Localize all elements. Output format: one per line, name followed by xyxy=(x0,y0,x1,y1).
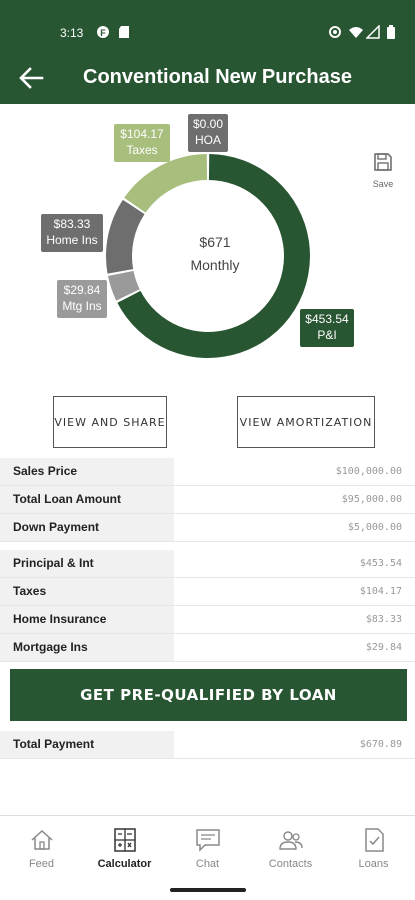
slice-label-hoa: $0.00 HOA xyxy=(188,114,228,152)
view-and-share-button[interactable]: VIEW AND SHARE xyxy=(53,396,167,448)
row-value: $670.89 xyxy=(359,739,402,750)
page-title: Conventional New Purchase xyxy=(83,66,352,88)
slice-value: $29.84 xyxy=(63,283,101,297)
slice-value: $0.00 xyxy=(192,117,224,131)
row-label: Principal & Int xyxy=(0,550,174,577)
wifi-icon xyxy=(349,27,363,38)
back-arrow-icon[interactable] xyxy=(18,66,44,90)
nav-label: Chat xyxy=(195,858,220,870)
contacts-icon xyxy=(278,831,303,850)
total-payment-table: Total Payment $670.89 xyxy=(0,731,415,759)
status-bar: 3:13 F xyxy=(0,0,415,52)
table-row: Principal & Int $453.54 xyxy=(0,550,415,578)
row-value: $453.54 xyxy=(359,558,402,569)
row-label: Home Insurance xyxy=(0,606,174,633)
save-button[interactable]: Save xyxy=(366,152,400,194)
nav-label: Calculator xyxy=(97,858,152,870)
row-value: $95,000.00 xyxy=(341,494,402,505)
donut-slice-home-ins xyxy=(106,199,145,274)
chat-icon xyxy=(195,829,220,852)
row-value: $83.33 xyxy=(365,614,402,625)
payment-breakdown-table: Principal & Int $453.54 Taxes $104.17 Ho… xyxy=(0,550,415,662)
nav-label: Loans xyxy=(358,858,389,870)
row-value: $29.84 xyxy=(365,642,402,653)
svg-text:F: F xyxy=(100,28,106,38)
slice-name: Taxes xyxy=(126,143,158,157)
nav-calculator[interactable]: Calculator xyxy=(83,816,166,882)
table-row: Sales Price $100,000.00 xyxy=(0,458,415,486)
home-icon xyxy=(30,829,53,850)
home-indicator xyxy=(170,888,246,892)
row-label: Mortgage Ins xyxy=(0,634,174,661)
slice-label-home-ins: $83.33 Home Ins xyxy=(41,214,103,252)
view-amortization-button[interactable]: VIEW AMORTIZATION xyxy=(237,396,375,448)
row-label: Down Payment xyxy=(0,514,174,541)
slice-label-pi: $453.54 P&I xyxy=(300,309,354,347)
donut-chart xyxy=(106,154,310,358)
nav-loans[interactable]: Loans xyxy=(332,816,415,882)
row-value: $5,000.00 xyxy=(347,522,402,533)
donut-slice-p-i xyxy=(117,154,310,358)
calculator-icon xyxy=(113,828,136,852)
slice-name: Home Ins xyxy=(46,233,98,247)
table-row: Home Insurance $83.33 xyxy=(0,606,415,634)
cellular-signal-icon xyxy=(366,25,380,39)
slice-label-mtg-ins: $29.84 Mtg Ins xyxy=(57,280,107,318)
slice-value: $104.17 xyxy=(120,127,164,141)
row-label: Sales Price xyxy=(0,458,174,485)
slice-name: HOA xyxy=(194,133,221,147)
payment-chart: $671 Monthly $0.00 HOA $104.17 Taxes $83… xyxy=(0,104,415,394)
slice-label-taxes: $104.17 Taxes xyxy=(114,124,170,162)
row-value: $104.17 xyxy=(359,586,402,597)
app-notification-icon: F xyxy=(97,26,109,38)
row-label: Total Payment xyxy=(0,731,174,758)
save-icon xyxy=(374,153,392,171)
table-row: Mortgage Ins $29.84 xyxy=(0,634,415,662)
app-bar: Conventional New Purchase xyxy=(0,52,415,104)
status-time: 3:13 xyxy=(60,26,84,40)
data-saver-icon xyxy=(329,26,341,38)
nav-feed[interactable]: Feed xyxy=(0,816,83,882)
slice-name: P&I xyxy=(317,328,337,342)
bottom-nav: Feed Calculator Chat Contacts Loans xyxy=(0,815,415,882)
row-label: Taxes xyxy=(0,578,174,605)
table-row: Down Payment $5,000.00 xyxy=(0,514,415,542)
loan-summary-table: Sales Price $100,000.00 Total Loan Amoun… xyxy=(0,458,415,542)
monthly-total-label: Monthly xyxy=(190,257,240,273)
slice-name: Mtg Ins xyxy=(62,299,102,313)
slice-value: $453.54 xyxy=(305,312,349,326)
table-row: Taxes $104.17 xyxy=(0,578,415,606)
sd-card-icon xyxy=(119,26,129,38)
monthly-total-value: $671 xyxy=(199,234,231,250)
loans-icon xyxy=(364,828,384,852)
donut-slice-mtg-ins xyxy=(107,270,140,301)
battery-icon xyxy=(387,25,395,39)
table-row: Total Payment $670.89 xyxy=(0,731,415,759)
row-value: $100,000.00 xyxy=(335,466,402,477)
table-row: Total Loan Amount $95,000.00 xyxy=(0,486,415,514)
get-pre-qualified-button[interactable]: GET PRE-QUALIFIED BY LOAN xyxy=(10,669,407,721)
nav-label: Contacts xyxy=(268,858,313,870)
slice-value: $83.33 xyxy=(53,217,91,231)
nav-contacts[interactable]: Contacts xyxy=(249,816,332,882)
nav-chat[interactable]: Chat xyxy=(166,816,249,882)
nav-label: Feed xyxy=(28,858,55,870)
save-label: Save xyxy=(372,179,394,189)
donut-slice-taxes xyxy=(124,154,208,214)
row-label: Total Loan Amount xyxy=(0,486,174,513)
